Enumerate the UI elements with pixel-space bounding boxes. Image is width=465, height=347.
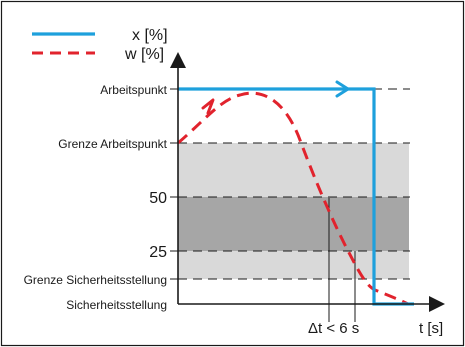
- y-label-grenze-sicherheitsstellung: Grenze Sicherheitsstellung: [24, 273, 167, 287]
- legend-w-label: w [%]: [124, 46, 164, 63]
- band-upper: [178, 143, 409, 197]
- y-label-50: 50: [149, 190, 167, 207]
- delta-t-annotation: Δt < 6 s: [308, 320, 359, 337]
- band-lower: [178, 251, 409, 279]
- band-middle: [178, 197, 409, 251]
- legend-x-label: x [%]: [132, 27, 168, 44]
- y-label-grenze-arbeitspunkt: Grenze Arbeitspunkt: [58, 137, 167, 151]
- x-axis-label: t [s]: [419, 320, 443, 337]
- w-series-arrow-icon: [201, 98, 215, 115]
- y-label-arbeitspunkt: Arbeitspunkt: [100, 83, 167, 97]
- y-label-sicherheitsstellung: Sicherheitsstellung: [66, 298, 167, 312]
- x-series-arrow-icon: [335, 80, 350, 98]
- y-label-25: 25: [149, 244, 167, 261]
